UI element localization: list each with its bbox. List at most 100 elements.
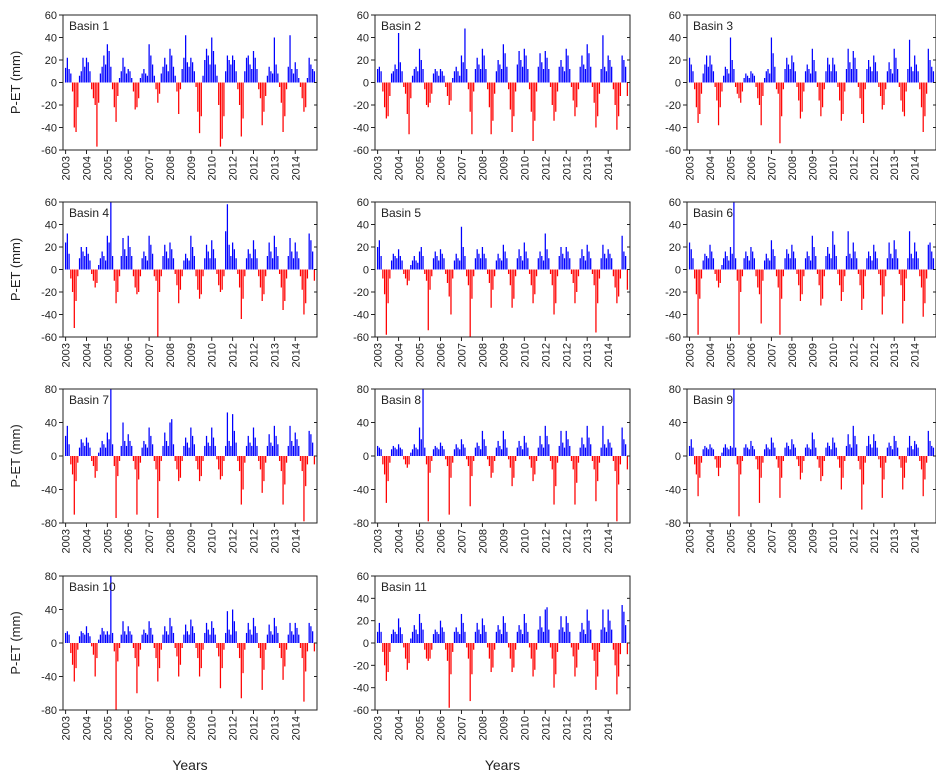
y-axis-label: P-ET (mm) [8,424,23,487]
bar [823,456,825,462]
x-tick-label: 2010 [207,156,219,180]
bar [516,64,518,83]
bar [179,643,182,665]
bar [866,69,868,83]
bar [583,629,585,643]
bar [806,251,808,270]
bar [803,82,805,92]
bar [218,82,220,105]
bar [558,629,560,643]
bar [844,269,846,277]
bar [869,444,871,456]
bar [796,82,798,87]
bar [729,445,732,456]
bar [927,430,929,457]
x-tick-label: 2003 [373,343,385,367]
bar [852,425,854,456]
bar [781,269,783,299]
bar [219,643,222,689]
bar [825,256,827,270]
bar [301,643,303,659]
bar [151,634,154,644]
bar [275,247,277,270]
bar [84,256,86,270]
plot-frame [374,388,631,524]
bar [542,260,545,270]
x-tick-label: 2007 [766,529,778,553]
bar [434,629,436,643]
bar [828,253,831,270]
bar [572,269,574,283]
bar [462,622,464,643]
bar [285,643,288,650]
bar [572,456,574,470]
bar [396,258,398,270]
bar [830,71,832,83]
x-tick-label: 2008 [477,716,489,740]
bar [108,242,110,270]
x-tick-label: 2009 [498,156,510,180]
bar [392,253,394,270]
bar [497,253,499,270]
bar [542,69,545,83]
bar [719,269,721,283]
bar [504,622,506,643]
bar [84,634,86,644]
bar [494,643,496,650]
bar [120,445,122,456]
bar [291,69,293,83]
x-tick-label: 2007 [456,529,468,553]
bar [895,440,897,456]
bar [813,439,815,456]
bar [82,632,84,643]
bar [816,269,819,274]
bar [150,627,152,643]
bar [688,445,691,456]
x-tick-label: 2006 [746,156,758,180]
bar [556,643,559,652]
bar [139,643,142,650]
bar [223,456,225,462]
bar [900,82,902,101]
bar [413,625,415,643]
bar [595,643,597,690]
bar [852,242,854,270]
bars-basin-2 [376,28,629,141]
bar [136,456,138,515]
bar [99,634,102,644]
bar [478,64,480,83]
bar [233,249,235,270]
bar [820,456,822,482]
bar [927,244,929,270]
bar [787,445,790,456]
bar [738,456,740,517]
bar [786,249,788,270]
bar [308,622,310,643]
x-tick-label: 2003 [61,716,73,740]
bar [570,269,573,274]
bar [782,269,784,277]
bar [476,57,478,83]
bar [792,62,795,83]
bar [134,456,136,470]
bar [530,82,532,112]
bar [609,253,611,270]
x-tick-label: 2004 [394,716,406,740]
bar [460,226,463,270]
bar [422,389,424,456]
bar [228,244,230,270]
bar [861,82,863,114]
bar [588,53,590,83]
x-tick-label: 2014 [910,529,922,553]
bar [408,82,410,135]
bar [235,442,237,456]
bar [748,260,750,270]
bar [183,260,185,270]
bar [507,269,510,274]
bar [903,456,906,478]
bar [513,82,515,117]
bar [504,251,506,270]
bar [746,75,749,83]
bar [118,643,121,649]
